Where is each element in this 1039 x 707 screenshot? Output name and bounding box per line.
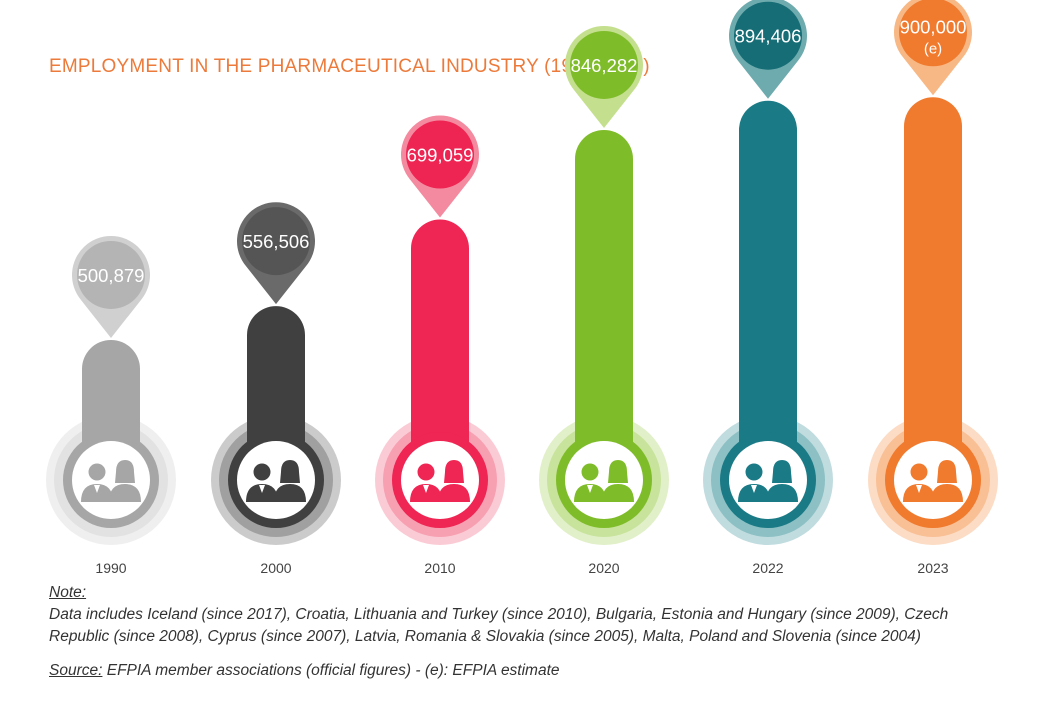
value-label: 556,506 — [243, 231, 310, 252]
people-icon — [246, 460, 306, 502]
value-pin: 894,406 — [729, 0, 807, 99]
value-pin: 846,282 — [565, 26, 643, 128]
bar-group-2020: 846,282 2020 — [539, 26, 669, 576]
value-label: 500,879 — [78, 265, 145, 286]
note-label: Note: — [49, 584, 87, 601]
bar-group-1990: 500,879 1990 — [46, 236, 176, 576]
icon-disc — [237, 441, 315, 519]
value-label: 894,406 — [735, 26, 802, 47]
category-label: 2010 — [424, 560, 455, 576]
value-label: 699,059 — [407, 144, 474, 165]
bar — [739, 100, 797, 480]
value-label: 900,000 — [900, 16, 967, 37]
note-text-line2: Republic (since 2008), Cyprus (since 200… — [49, 628, 921, 645]
icon-disc — [729, 441, 807, 519]
source-text: EFPIA member associations (official figu… — [102, 662, 560, 679]
icon-disc — [72, 441, 150, 519]
category-label: 2022 — [752, 560, 783, 576]
bar-group-2022: 894,406 2022 — [703, 0, 833, 576]
source-block: Source: EFPIA member associations (offic… — [49, 660, 560, 682]
bar — [575, 129, 633, 480]
source-label: Source: — [49, 662, 103, 679]
people-icon — [410, 460, 470, 502]
value-pin: 699,059 — [401, 115, 479, 218]
note-text-line1: Data includes Iceland (since 2017), Croa… — [49, 606, 949, 623]
icon-disc — [565, 441, 643, 519]
icon-disc — [894, 441, 972, 519]
category-label: 2000 — [260, 560, 291, 576]
people-icon — [81, 460, 141, 502]
value-pin: 900,000 (e) — [894, 0, 972, 96]
value-label: 846,282 — [571, 55, 638, 76]
icon-disc — [401, 441, 479, 519]
value-note: (e) — [924, 40, 942, 57]
category-label: 2023 — [917, 560, 948, 576]
bar-group-2010: 699,059 2010 — [375, 115, 505, 576]
chart-title: EMPLOYMENT IN THE PHARMACEUTICAL INDUSTR… — [49, 56, 650, 77]
category-label: 1990 — [95, 560, 126, 576]
category-label: 2020 — [588, 560, 619, 576]
value-pin: 500,879 — [71, 236, 151, 338]
note-block: Note: Data includes Iceland (since 2017)… — [49, 582, 948, 648]
bar-group-2000: 556,506 2000 — [211, 202, 341, 576]
people-icon — [574, 460, 634, 502]
value-pin: 556,506 — [237, 202, 316, 305]
bar-group-2023: 900,000 (e) 2023 — [868, 0, 998, 576]
people-icon — [903, 460, 963, 502]
bar — [411, 219, 469, 480]
people-icon — [738, 460, 798, 502]
bar — [904, 97, 962, 481]
